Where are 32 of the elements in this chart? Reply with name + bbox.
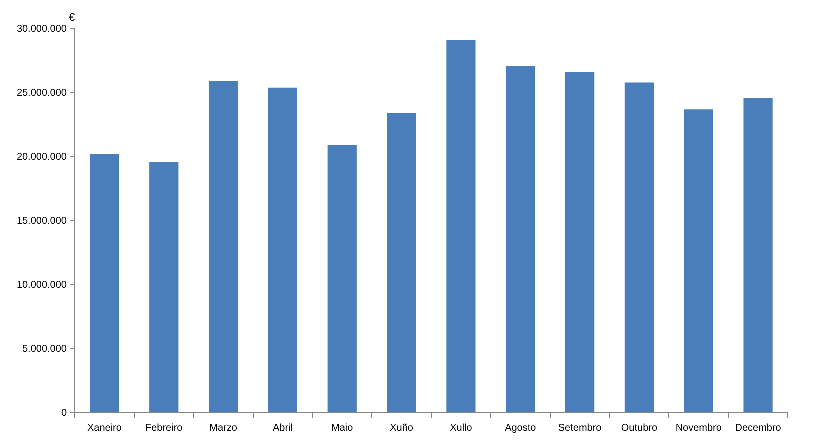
y-axis-title: € [68,12,76,24]
bar [208,81,238,412]
bar [684,110,714,412]
bar [268,88,298,412]
x-tick-label: Marzo [210,422,238,434]
bar [150,162,179,412]
x-tick-label: Xaneiro [87,422,122,434]
bar [387,113,416,412]
x-tick-label: Setembro [558,422,602,434]
x-tick-label: Febreiro [146,422,184,434]
bar [328,145,357,412]
y-tick-label: 25.000.000 [16,88,68,99]
x-tick-label: Abril [272,422,293,434]
x-tick-label: Novembro [676,422,722,434]
bar [90,154,120,412]
x-tick-label: Xuño [390,422,414,434]
y-tick-label: 0 [61,408,68,419]
bar [565,72,595,412]
y-tick-label: 15.000.000 [16,216,68,227]
y-tick-label: 30.000.000 [16,24,68,35]
bar [624,82,654,412]
bar [506,66,536,412]
x-tick-label: Maio [332,422,354,434]
y-tick-label: 20.000.000 [16,152,68,163]
y-tick-label: 5.000.000 [22,344,68,355]
y-tick-label: 10.000.000 [16,280,68,291]
x-tick-label: Decembro [735,422,782,434]
bar [446,40,476,412]
x-tick-label: Outubro [621,422,658,434]
bar [744,98,773,412]
x-tick-label: Agosto [505,422,537,434]
x-tick-label: Xullo [450,422,473,434]
